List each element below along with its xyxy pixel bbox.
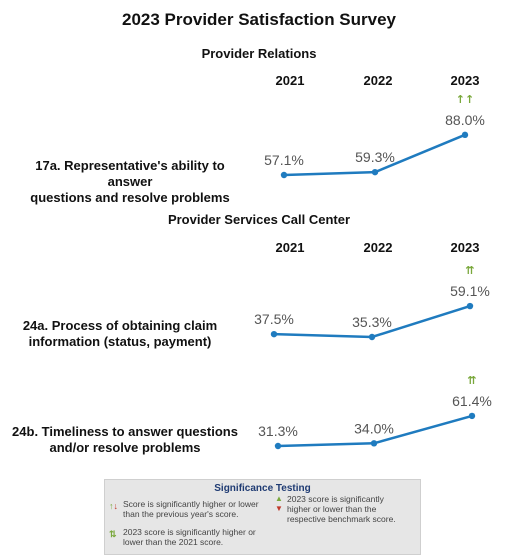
- year-label-2022: 2022: [363, 240, 393, 255]
- legend-text-line1: 2023 score is significantly higher or: [123, 527, 256, 537]
- year-label-2021: 2021: [275, 240, 305, 255]
- data-point-17a-2021: [280, 171, 288, 179]
- section-title-provider-relations: Provider Relations: [201, 46, 317, 61]
- year-label-2023: 2023: [450, 240, 480, 255]
- data-point-24b-2022: [370, 440, 378, 447]
- question-label-line2: information (status, payment): [28, 334, 212, 349]
- data-label-24a-2022: 35.3%: [352, 314, 392, 330]
- data-label-24a-2021: 37.5%: [254, 311, 294, 327]
- data-point-17a-2023: [461, 131, 469, 139]
- significance-arrow-icon: ⇈: [465, 264, 474, 277]
- data-point-24a-2021: [270, 330, 278, 338]
- legend-item-prev-year: ↑↓ Score is significantly higher or lowe…: [109, 499, 259, 519]
- data-point-24b-2021: [274, 442, 282, 450]
- data-label-24b-2022: 34.0%: [354, 420, 394, 436]
- legend-text-line3: respective benchmark score.: [287, 514, 396, 524]
- significance-arrow-icon: ⇈: [467, 374, 476, 387]
- data-label-24b-2021: 31.3%: [258, 423, 298, 439]
- year-label-2022: 2022: [363, 73, 393, 88]
- question-label-17a: 17a. Representative's ability to answer …: [15, 158, 245, 206]
- legend-text-line1: 2023 score is significantly: [287, 494, 384, 504]
- data-label-17a-2023: 88.0%: [445, 112, 485, 128]
- data-point-24a-2022: [368, 333, 376, 341]
- legend-text-line2: lower than the 2021 score.: [123, 537, 224, 547]
- data-label-24b-2023: 61.4%: [452, 393, 492, 409]
- year-label-2021: 2021: [275, 73, 305, 88]
- data-point-24a-2023: [466, 302, 474, 310]
- question-label-line1: 24a. Process of obtaining claim: [22, 318, 218, 333]
- legend-item-2021: ⇅ 2023 score is significantly higher or …: [109, 527, 259, 547]
- significance-arrow-icon: ↑↑: [456, 93, 474, 106]
- significance-legend: Significance Testing ↑↓ Score is signifi…: [104, 479, 421, 555]
- question-label-line1: 17a. Representative's ability to answer: [35, 158, 225, 189]
- legend-text-line1: Score is significantly higher or lower: [123, 499, 259, 509]
- page-title: 2023 Provider Satisfaction Survey: [121, 10, 397, 29]
- data-label-17a-2022: 59.3%: [355, 149, 395, 165]
- data-label-17a-2021: 57.1%: [264, 152, 304, 168]
- legend-title: Significance Testing: [214, 483, 311, 494]
- double-arrow-icon: ⇅: [109, 529, 117, 539]
- legend-text-line2: than the previous year's score.: [123, 509, 239, 519]
- data-label-24a-2023: 59.1%: [450, 283, 490, 299]
- question-label-24b: 24b. Timeliness to answer questions and/…: [10, 424, 240, 456]
- question-label-line2: and/or resolve problems: [49, 440, 201, 455]
- question-label-24a: 24a. Process of obtaining claim informat…: [5, 318, 235, 350]
- triangle-up-down-icon: ▲ ▼: [275, 494, 283, 513]
- section-title-call-center: Provider Services Call Center: [167, 212, 351, 227]
- up-down-arrow-icon: ↑↓: [109, 501, 118, 511]
- data-point-24b-2023: [468, 412, 476, 420]
- question-label-line2: questions and resolve problems: [30, 190, 230, 205]
- legend-text-line2: higher or lower than the: [287, 504, 377, 514]
- year-label-2023: 2023: [450, 73, 480, 88]
- data-point-17a-2022: [371, 168, 379, 176]
- legend-item-benchmark: ▲ ▼ 2023 score is significantly higher or…: [275, 494, 415, 524]
- question-label-line1: 24b. Timeliness to answer questions: [12, 424, 238, 439]
